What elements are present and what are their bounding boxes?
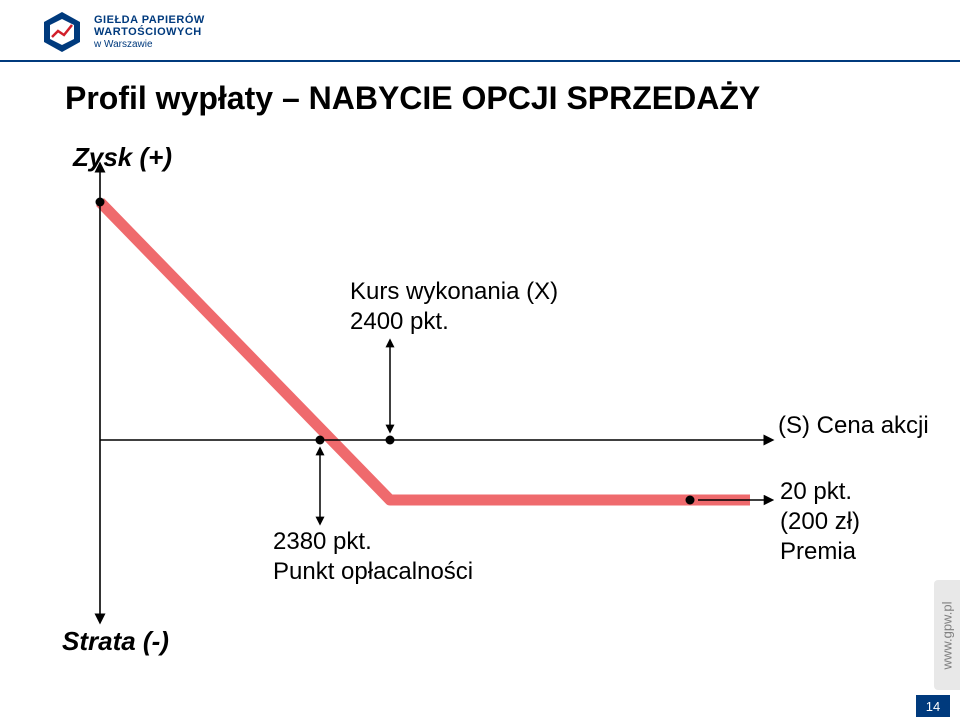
breakeven-label-line2: Punkt opłacalności <box>273 558 473 586</box>
breakeven-label-line1: 2380 pkt. <box>273 528 372 556</box>
brand-logo: GIEŁDA PAPIERÓW WARTOŚCIOWYCH w Warszawi… <box>40 10 205 54</box>
logo-line1: GIEŁDA PAPIERÓW <box>94 14 205 27</box>
payoff-line <box>100 202 750 500</box>
y-axis-top-label: Zysk (+) <box>73 142 172 173</box>
header: GIEŁDA PAPIERÓW WARTOŚCIOWYCH w Warszawi… <box>0 10 960 65</box>
logo-line2: WARTOŚCIOWYCH <box>94 26 205 39</box>
header-divider <box>0 60 960 62</box>
side-url-text: www.gpw.pl <box>940 601 955 669</box>
page-number-text: 14 <box>926 699 940 714</box>
premium-label-line1: 20 pkt. <box>780 478 852 506</box>
logo-text: GIEŁDA PAPIERÓW WARTOŚCIOWYCH w Warszawi… <box>94 14 205 51</box>
payoff-start-dot <box>96 198 105 207</box>
page-title: Profil wypłaty – NABYCIE OPCJI SPRZEDAŻY <box>65 80 760 117</box>
premium-label-line2: (200 zł) <box>780 508 860 536</box>
logo-line3: w Warszawie <box>94 39 205 51</box>
logo-icon <box>40 10 84 54</box>
premium-dot <box>686 496 695 505</box>
page-number: 14 <box>916 695 950 717</box>
strike-label-line2: 2400 pkt. <box>350 308 449 336</box>
payoff-chart: Zysk (+) Strata (-) (S) Cena akcji Kurs … <box>70 150 870 630</box>
breakeven-dot <box>316 436 325 445</box>
strike-label-line1: Kurs wykonania (X) <box>350 278 558 306</box>
side-url-tab: www.gpw.pl <box>934 580 960 690</box>
premium-label-line3: Premia <box>780 538 856 566</box>
y-axis-bottom-label: Strata (-) <box>62 626 169 657</box>
strike-dot <box>386 436 395 445</box>
x-axis-right-label: (S) Cena akcji <box>778 412 929 440</box>
